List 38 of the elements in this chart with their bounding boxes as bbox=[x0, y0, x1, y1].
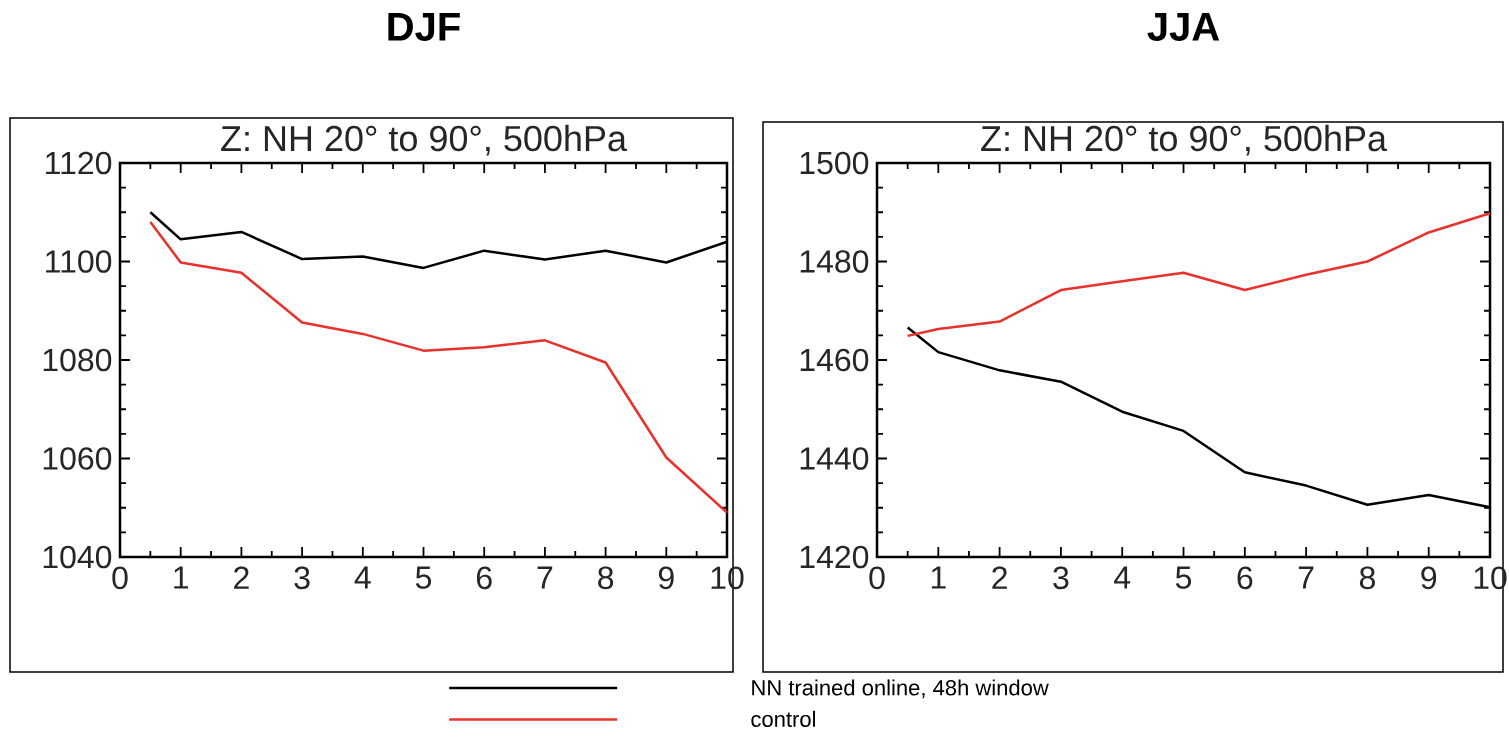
chart-title: JJA bbox=[1147, 13, 1220, 41]
x-tick-label: 0 bbox=[869, 566, 885, 590]
y-tick-label: 1120 bbox=[46, 151, 112, 175]
y-tick-label: 1420 bbox=[800, 545, 869, 569]
x-tick-label: 5 bbox=[415, 566, 432, 589]
x-tick-label: 7 bbox=[1298, 566, 1314, 589]
chart-subtitle: Z: NH 20° to 90°, 500hPa bbox=[221, 124, 627, 156]
x-tick-label: 3 bbox=[1053, 566, 1069, 590]
x-tick-label: 8 bbox=[1359, 566, 1375, 590]
y-tick-label: 1500 bbox=[800, 151, 869, 175]
y-tick-label: 1100 bbox=[46, 250, 112, 273]
x-tick-label: 6 bbox=[1237, 566, 1253, 590]
text: control bbox=[751, 710, 815, 727]
line-series bbox=[906, 211, 1492, 338]
y-tick-label: 1460 bbox=[800, 348, 869, 372]
x-tick-label: 0 bbox=[112, 566, 128, 590]
x-tick-label: 7 bbox=[537, 566, 553, 589]
y-tick-label: 1480 bbox=[800, 250, 869, 273]
line-series bbox=[149, 220, 729, 514]
x-tick-label: 6 bbox=[476, 566, 492, 590]
y-tick-label: 1080 bbox=[43, 348, 112, 372]
x-tick-label: 1 bbox=[174, 566, 189, 589]
x-tick-label: 1 bbox=[931, 566, 946, 589]
x-tick-label: 9 bbox=[1421, 566, 1437, 590]
chart-subtitle: Z: NH 20° to 90°, 500hPa bbox=[981, 124, 1387, 156]
x-tick-label: 3 bbox=[294, 566, 310, 590]
x-tick-label: 5 bbox=[1175, 566, 1192, 589]
y-tick-label: 1040 bbox=[43, 545, 112, 569]
x-tick-label: 2 bbox=[992, 566, 1007, 589]
x-tick-label: 4 bbox=[354, 566, 371, 589]
x-tick-label: 8 bbox=[598, 566, 614, 590]
x-tick-label: 4 bbox=[1114, 566, 1131, 589]
y-tick-label: 1060 bbox=[43, 447, 112, 470]
x-tick-label: 9 bbox=[658, 566, 674, 590]
text: NN trained online, 48h window bbox=[752, 679, 1049, 699]
x-tick-label: 2 bbox=[234, 566, 249, 589]
chart-title: DJF bbox=[388, 13, 460, 41]
y-tick-label: 1440 bbox=[800, 447, 869, 470]
